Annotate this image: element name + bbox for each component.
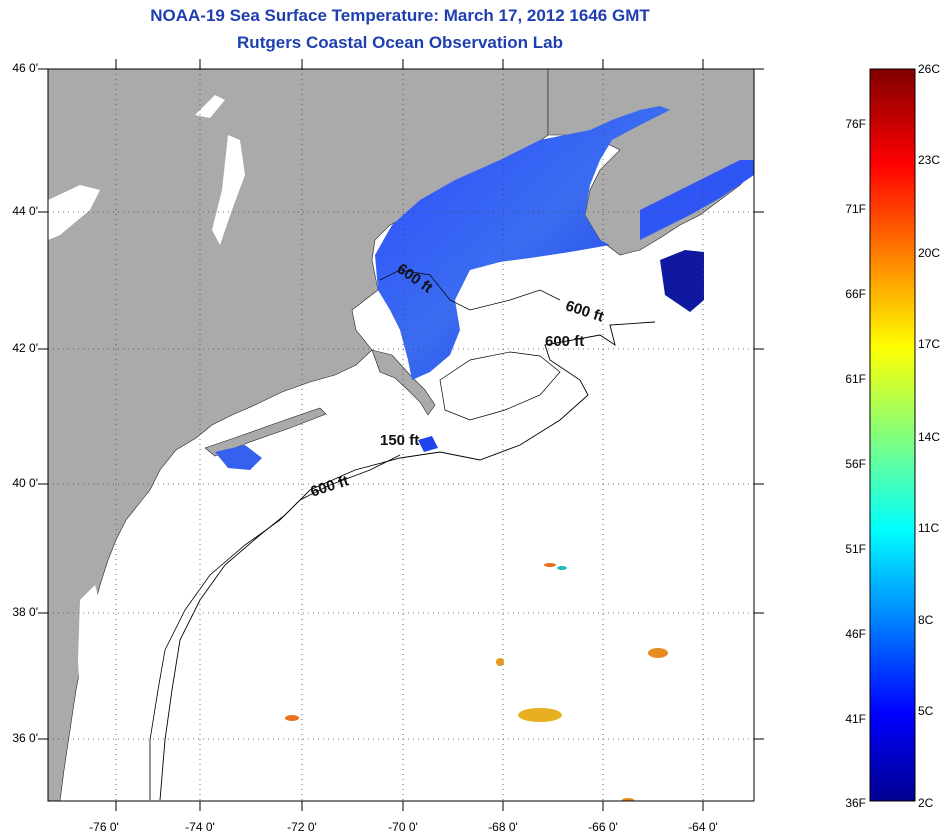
colorbar-f-label: 36F (845, 796, 866, 810)
colorbar-c-label: 8C (918, 613, 934, 627)
colorbar-f-label: 76F (845, 117, 866, 131)
map-frame (47, 68, 755, 802)
graticule (48, 69, 754, 801)
chesapeake-bay (78, 585, 102, 700)
sst-gulf-of-maine (375, 106, 670, 380)
contour-label: 600 ft (545, 333, 585, 350)
colorbar-c-label: 26C (918, 62, 941, 76)
colorbar-c-label: 20C (918, 246, 941, 260)
map-subtitle: Rutgers Coastal Ocean Observation Lab (237, 33, 563, 52)
lon-label: -70 0' (388, 820, 418, 834)
lake-ontario (48, 185, 100, 240)
contour-150ft (149, 454, 401, 800)
colorbar-c-label: 14C (918, 430, 941, 444)
colorbar-f-label: 41F (845, 712, 866, 726)
sst-warm-patch-2 (648, 648, 668, 658)
contour-georges-bank (439, 351, 561, 421)
sst-warm-patch-4 (285, 715, 299, 721)
lat-label: 44 0' (12, 204, 38, 218)
colorbar-f-label: 51F (845, 542, 866, 556)
sst-offshore-dark (660, 250, 704, 312)
colorbar-c-label: 5C (918, 704, 934, 718)
lat-label: 36 0' (12, 731, 38, 745)
axis-ticks (38, 59, 764, 811)
delaware-bay (120, 535, 138, 570)
colorbar-c-label: 11C (918, 521, 940, 535)
colorbar-f-label: 66F (845, 287, 866, 301)
sst-warm-patch-6 (622, 798, 634, 801)
lat-label: 40 0' (12, 476, 38, 490)
sst-warm-patch-1 (518, 708, 562, 722)
lat-label: 38 0' (12, 605, 38, 619)
sst-teal-patch (557, 566, 567, 570)
lon-label: -74 0' (185, 820, 215, 834)
colorbar (869, 68, 916, 802)
colorbar-f-label: 61F (845, 372, 866, 386)
colorbar-c-label: 23C (918, 153, 941, 167)
lake-small (195, 95, 225, 118)
sst-long-island-sound (215, 445, 262, 470)
map-title: NOAA-19 Sea Surface Temperature: March 1… (150, 6, 650, 25)
colorbar-c-label: 2C (918, 796, 934, 810)
colorbar-f-label: 46F (845, 627, 866, 641)
colorbar-c-label: 17C (918, 337, 941, 351)
lake-champlain (212, 135, 245, 245)
colorbar-f-label: 56F (845, 457, 866, 471)
lat-label: 42 0' (12, 341, 38, 355)
sst-warm-patch-3 (496, 658, 504, 666)
contour-label: 150 ft (380, 432, 420, 449)
colorbar-f-label: 71F (845, 202, 866, 216)
sst-warm-patch-5 (544, 563, 556, 567)
lat-label: 46 0' (12, 61, 38, 75)
lon-label: -76 0' (89, 820, 119, 834)
contour-gulf-inner (379, 269, 561, 311)
land-cape-cod (371, 349, 436, 416)
lon-label: -68 0' (488, 820, 518, 834)
lon-label: -72 0' (287, 820, 317, 834)
lon-label: -66 0' (588, 820, 618, 834)
lon-label: -64 0' (688, 820, 718, 834)
sst-nantucket (418, 436, 438, 452)
sst-bay-of-fundy (640, 160, 754, 240)
